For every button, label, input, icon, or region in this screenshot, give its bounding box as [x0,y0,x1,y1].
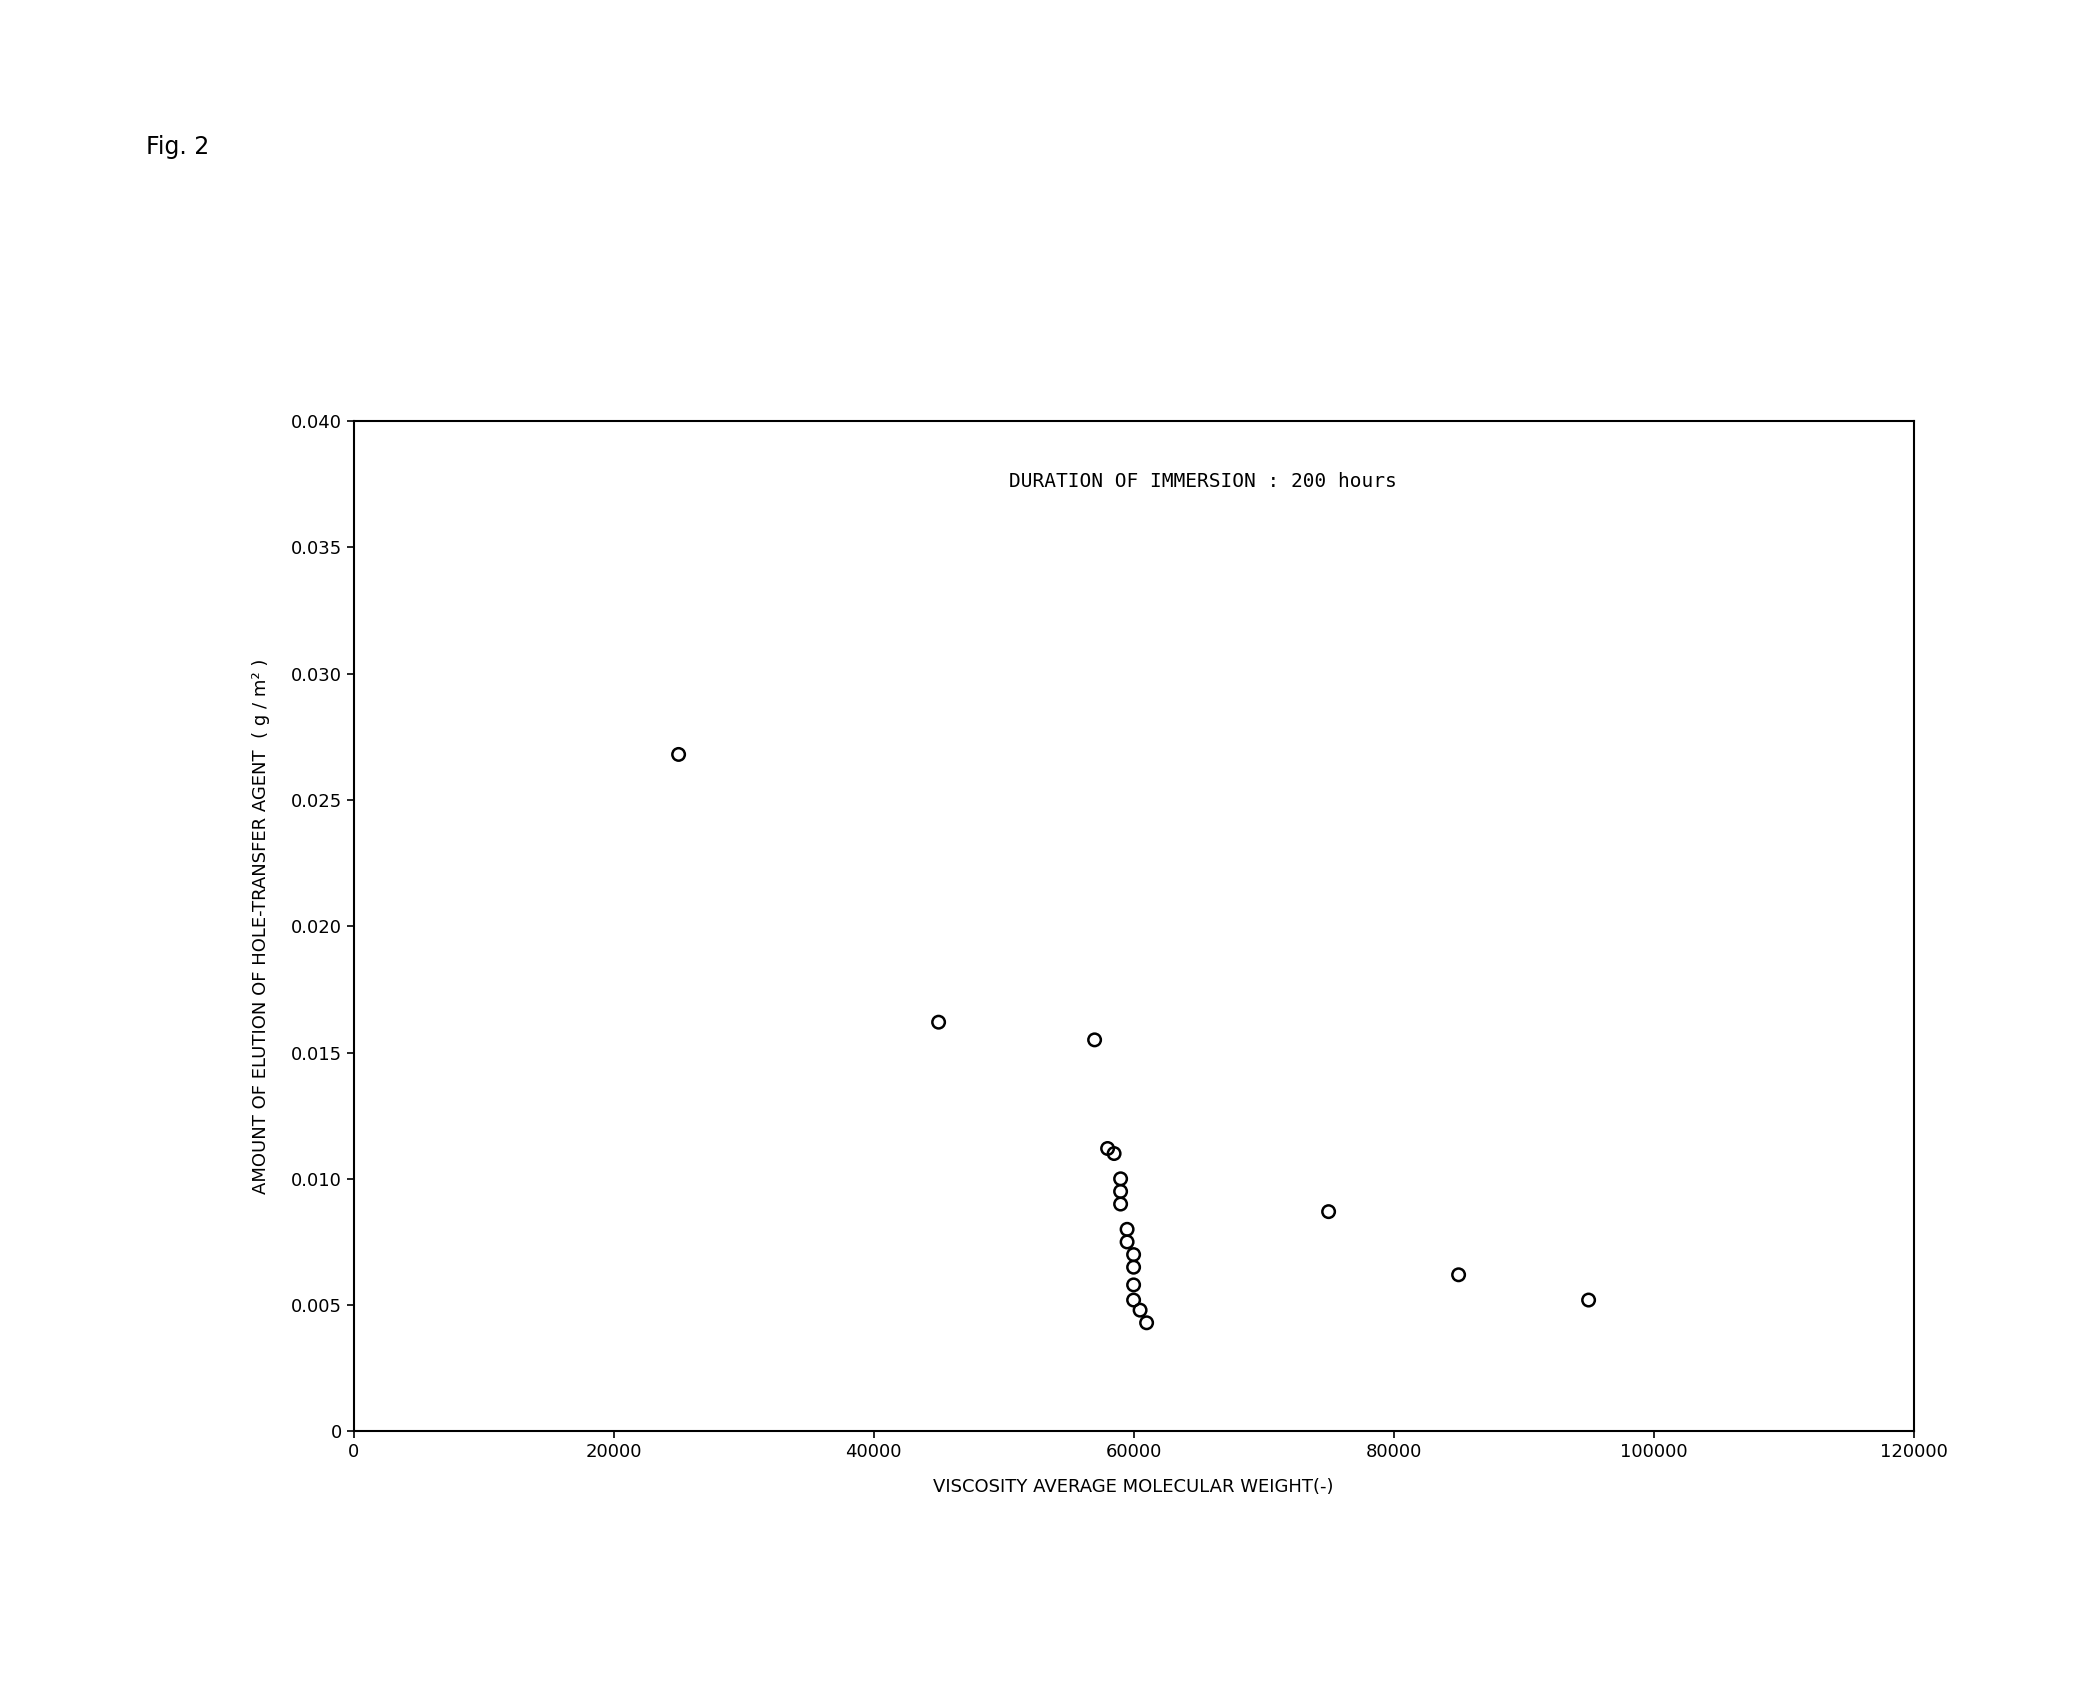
Text: Fig. 2: Fig. 2 [146,135,208,158]
Point [1117,1271,1150,1298]
Point [1104,1165,1138,1192]
Point [921,1009,955,1036]
Point [1092,1135,1125,1162]
Point [1129,1310,1163,1337]
Point [1572,1287,1606,1314]
Text: DURATION OF IMMERSION : 200 hours: DURATION OF IMMERSION : 200 hours [1009,472,1396,490]
Point [1104,1179,1138,1206]
Y-axis label: AMOUNT OF ELUTION OF HOLE-TRANSFER AGENT  ( g / m² ): AMOUNT OF ELUTION OF HOLE-TRANSFER AGENT… [252,658,270,1194]
Point [1111,1216,1144,1243]
Point [1077,1026,1111,1054]
Point [1117,1253,1150,1280]
Point [1117,1241,1150,1268]
Point [1117,1287,1150,1314]
Point [1312,1199,1346,1226]
Point [1098,1140,1132,1167]
Point [1104,1191,1138,1218]
Point [661,741,695,768]
Point [1441,1261,1475,1288]
Point [1111,1229,1144,1256]
X-axis label: VISCOSITY AVERAGE MOLECULAR WEIGHT(-): VISCOSITY AVERAGE MOLECULAR WEIGHT(-) [934,1479,1333,1495]
Point [1123,1297,1156,1324]
